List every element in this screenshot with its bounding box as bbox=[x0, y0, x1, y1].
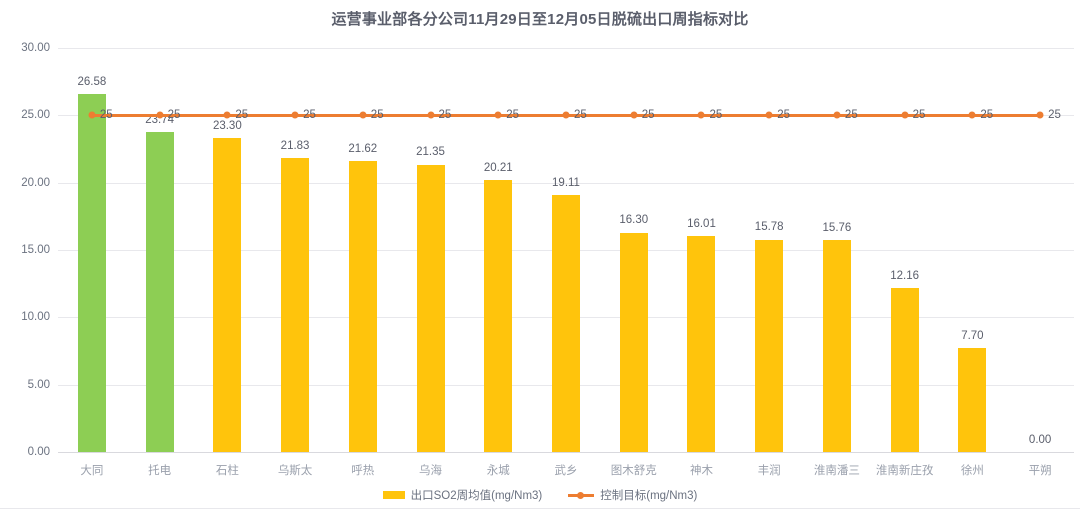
target-line-value-label: 25 bbox=[370, 109, 384, 122]
bar-value-label: 16.30 bbox=[619, 214, 649, 227]
bar[interactable] bbox=[687, 236, 716, 452]
bar[interactable] bbox=[348, 160, 377, 452]
x-axis-tick-label: 乌海 bbox=[419, 465, 443, 477]
legend-item[interactable]: 出口SO2周均值(mg/Nm3) bbox=[382, 487, 543, 503]
x-axis-tick-label: 平朔 bbox=[1028, 465, 1052, 477]
target-line-value-label: 25 bbox=[99, 109, 113, 122]
bar-value-label: 20.21 bbox=[483, 161, 513, 174]
target-line-value-label: 25 bbox=[844, 109, 858, 122]
bar[interactable] bbox=[213, 138, 242, 452]
y-axis-tick-label: 15.00 bbox=[21, 244, 50, 256]
bar-value-label: 21.35 bbox=[416, 146, 445, 159]
target-line-marker[interactable] bbox=[359, 111, 367, 119]
target-line-marker[interactable] bbox=[901, 111, 909, 119]
target-line-marker[interactable] bbox=[697, 111, 705, 119]
plot-area: 0.00 5.00 10.00 15.00 20.00 25.00 30.00 26.58 2… bbox=[21, 42, 1074, 458]
x-axis-tick-label: 永城 bbox=[486, 465, 510, 477]
bottom-divider bbox=[0, 508, 1080, 509]
x-axis-tick-label: 神木 bbox=[689, 465, 713, 477]
bar-value-label: 19.11 bbox=[552, 176, 580, 189]
gridline bbox=[58, 182, 1074, 184]
x-axis-tick-label: 淮南潘三 bbox=[813, 465, 860, 477]
target-line-marker[interactable] bbox=[968, 111, 976, 119]
bar-value-label: 23.30 bbox=[212, 120, 242, 133]
bar-value-label: 26.58 bbox=[77, 76, 107, 89]
y-axis-tick-label: 10.00 bbox=[21, 311, 50, 324]
gridline bbox=[58, 452, 1074, 453]
legend-line-marker-icon bbox=[568, 491, 595, 499]
target-line-value-label: 25 bbox=[709, 109, 723, 122]
target-line-value-label: 25 bbox=[574, 109, 587, 122]
bar-value-label: 21.83 bbox=[280, 140, 310, 153]
bar-value-label: 15.76 bbox=[822, 221, 852, 234]
legend-bar-swatch-icon bbox=[382, 491, 405, 499]
target-line-value-label: 25 bbox=[641, 109, 655, 122]
bar[interactable] bbox=[552, 194, 580, 452]
y-axis-tick-label: 30.00 bbox=[21, 42, 50, 54]
bar[interactable] bbox=[416, 164, 445, 452]
x-axis-tick-label: 托电 bbox=[148, 465, 172, 477]
x-axis-tick-label: 大同 bbox=[80, 465, 104, 477]
target-line-value-label: 25 bbox=[303, 109, 316, 122]
target-line-value-label: 25 bbox=[438, 109, 452, 122]
chart-title: 运营事业部各分公司11月29日至12月05日脱硫出口周指标对比 bbox=[331, 11, 749, 28]
chart-legend: 出口SO2周均值(mg/Nm3) 控制目标(mg/Nm3) bbox=[0, 487, 1080, 503]
bar-value-label: 7.70 bbox=[961, 330, 984, 343]
y-axis-tick-label: 5.00 bbox=[27, 378, 50, 391]
x-axis-tick-label: 图木舒克 bbox=[610, 465, 657, 477]
x-axis-tick-label: 乌斯太 bbox=[277, 465, 313, 477]
x-axis-tick-label: 淮南新庄孜 bbox=[875, 465, 934, 477]
y-axis-tick-label: 25.00 bbox=[21, 109, 50, 122]
legend-line-dot bbox=[577, 492, 585, 499]
target-line-value-label: 25 bbox=[777, 109, 790, 122]
x-axis-tick-label: 丰润 bbox=[757, 465, 781, 477]
legend-item-label: 控制目标(mg/Nm3) bbox=[600, 490, 698, 502]
bar[interactable] bbox=[77, 94, 106, 452]
bar[interactable] bbox=[822, 239, 851, 452]
target-line-marker[interactable] bbox=[630, 111, 638, 119]
x-axis-tick-label: 徐州 bbox=[960, 465, 984, 477]
target-line-marker[interactable] bbox=[833, 111, 841, 119]
target-line-marker[interactable] bbox=[291, 111, 299, 119]
bar[interactable] bbox=[619, 232, 648, 452]
bar-value-label: 21.62 bbox=[348, 142, 378, 155]
bar[interactable] bbox=[755, 239, 784, 452]
target-line-value-label: 25 bbox=[1048, 109, 1061, 122]
bar[interactable] bbox=[145, 132, 174, 452]
target-line-value-label: 25 bbox=[912, 109, 926, 122]
target-line-value-label: 25 bbox=[167, 109, 181, 122]
bar-value-label: 12.16 bbox=[890, 270, 920, 283]
target-line-marker[interactable] bbox=[223, 111, 231, 119]
target-line-marker[interactable] bbox=[562, 111, 570, 119]
bar[interactable] bbox=[484, 179, 513, 452]
x-axis-tick-label: 武乡 bbox=[554, 465, 578, 477]
gridline bbox=[58, 48, 1074, 49]
target-line-marker[interactable] bbox=[494, 111, 502, 119]
bar-value-label: 15.78 bbox=[754, 221, 784, 234]
bar[interactable] bbox=[890, 288, 919, 452]
bar-value-label: 23.74 bbox=[145, 114, 174, 127]
x-axis-tick-label: 石柱 bbox=[215, 465, 239, 477]
bar[interactable] bbox=[281, 158, 310, 452]
target-line-value-label: 25 bbox=[980, 109, 994, 122]
legend-item[interactable]: 控制目标(mg/Nm3) bbox=[568, 487, 697, 503]
target-line-value-label: 25 bbox=[235, 109, 249, 122]
bar-value-label: 16.01 bbox=[687, 218, 716, 231]
target-line-marker[interactable] bbox=[88, 111, 96, 119]
y-axis-tick-label: 0.00 bbox=[27, 446, 50, 458]
bar[interactable] bbox=[958, 348, 987, 452]
target-line-marker[interactable] bbox=[765, 111, 773, 119]
target-line-marker[interactable] bbox=[156, 111, 164, 119]
target-line-marker[interactable] bbox=[427, 111, 435, 119]
legend-item-label: 出口SO2周均值(mg/Nm3) bbox=[410, 490, 543, 502]
x-axis-tick-label: 呼热 bbox=[351, 465, 375, 477]
y-axis-tick-label: 20.00 bbox=[21, 176, 50, 189]
target-line-value-label: 25 bbox=[506, 109, 520, 122]
target-line-marker[interactable] bbox=[1036, 111, 1044, 119]
bar-value-label: 0.00 bbox=[1028, 434, 1052, 446]
